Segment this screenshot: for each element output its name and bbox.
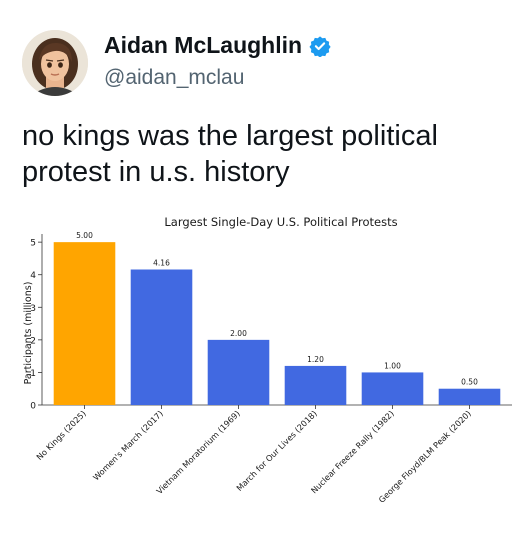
chart-bar [130,269,193,405]
x-tick-label: Nuclear Freeze Rally (1982) [309,408,396,495]
y-tick-label: 1 [30,369,36,379]
y-tick-label: 3 [30,304,36,314]
bar-value-label: 5.00 [76,231,93,240]
chart-container: Largest Single-Day U.S. Political Protes… [0,205,521,540]
author-name-text[interactable]: Aidan McLaughlin [104,32,303,58]
x-tick-label: March for Our Lives (2018) [234,408,319,493]
avatar[interactable] [22,30,88,96]
chart-title: Largest Single-Day U.S. Political Protes… [164,215,397,229]
y-tick-label: 5 [30,239,36,249]
chart-bar [284,365,347,405]
chart-bar [207,339,270,405]
avatar-illustration [22,30,88,96]
y-tick-label: 2 [30,336,36,346]
bar-value-label: 0.50 [461,378,478,387]
x-tick-label: Women's March (2017) [91,408,165,482]
chart-bar [361,372,424,405]
author-name[interactable]: Aidan McLaughlin [104,32,331,59]
bar-value-label: 1.00 [384,361,401,370]
bar-value-label: 1.20 [307,355,324,364]
plot-area: 0 1 2 3 4 5 5.00 No Kings (2025) 4.16 Women's Mar… [30,231,512,505]
bar-value-label: 2.00 [230,329,247,338]
bar-value-label: 4.16 [153,259,170,268]
y-tick-label: 4 [30,271,36,281]
chart-bar [438,388,501,405]
x-tick-label: No Kings (2025) [34,408,88,462]
chart-bar [53,242,116,405]
author-handle[interactable]: @aidan_mclau [104,66,245,89]
y-axis-label: Participants (millions) [23,282,34,385]
bar-chart: Largest Single-Day U.S. Political Protes… [23,215,512,505]
x-tick-label: Vietnam Moratorium (1969) [154,408,242,496]
x-tick-label: George Floyd/BLM Peak (2020) [376,408,472,504]
verified-badge-icon [309,35,331,57]
post-text: no kings was the largest political prote… [22,120,438,188]
y-tick-label: 0 [30,402,36,412]
